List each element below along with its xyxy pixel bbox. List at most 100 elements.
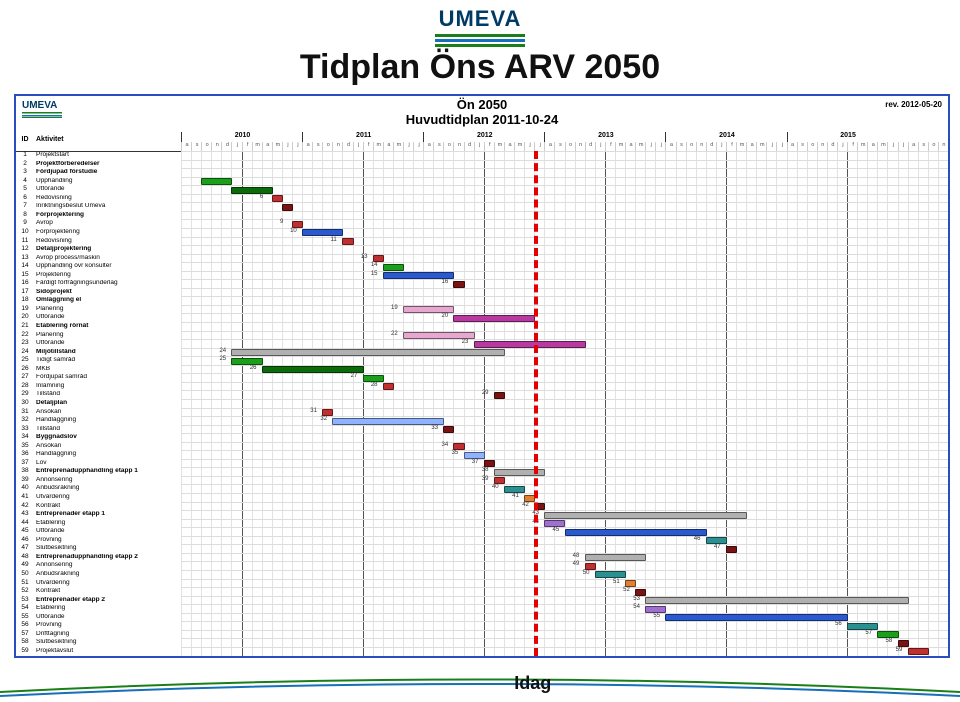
bar-label: 40 bbox=[492, 484, 499, 490]
bar-label: 14 bbox=[371, 262, 378, 268]
task-name: Utvärdering bbox=[36, 580, 179, 587]
task-name: Entreprenadupphandling etapp 2 bbox=[36, 554, 179, 561]
bar-label: 24 bbox=[219, 348, 226, 354]
gantt-bar bbox=[332, 418, 444, 425]
year-header: 2015 bbox=[787, 132, 909, 142]
bar-label: 10 bbox=[290, 228, 297, 234]
timeline-area: 201020112012201320142015asondjfmamjjason… bbox=[181, 132, 948, 656]
bar-label: 20 bbox=[441, 313, 448, 319]
task-name: Miljötillstånd bbox=[36, 349, 179, 356]
task-name: Inlämning bbox=[36, 383, 179, 390]
task-id: 15 bbox=[16, 272, 34, 279]
bar-label: 37 bbox=[472, 459, 479, 465]
gantt-bar bbox=[443, 426, 454, 433]
task-id: 37 bbox=[16, 460, 34, 467]
task-name: Utförande bbox=[36, 186, 179, 193]
task-name: Planering bbox=[36, 306, 179, 313]
bar-label: 31 bbox=[310, 408, 317, 414]
gantt-bar bbox=[877, 631, 898, 638]
task-id: 10 bbox=[16, 229, 34, 236]
gantt-body: ID Aktivitet 1Projektstart2Projektförber… bbox=[16, 132, 948, 656]
gantt-bar bbox=[595, 571, 626, 578]
task-id: 29 bbox=[16, 391, 34, 398]
task-id: 38 bbox=[16, 468, 34, 475]
gantt-bar bbox=[645, 606, 666, 613]
brand-logo: UMEVA bbox=[435, 6, 525, 48]
task-id: 33 bbox=[16, 426, 34, 433]
gantt-bar bbox=[625, 580, 636, 587]
task-id: 28 bbox=[16, 383, 34, 390]
task-id: 32 bbox=[16, 417, 34, 424]
gantt-bar bbox=[322, 409, 333, 416]
task-id: 18 bbox=[16, 297, 34, 304]
task-id: 27 bbox=[16, 374, 34, 381]
gantt-bar bbox=[544, 512, 747, 519]
task-name: Projektförberedelser bbox=[36, 161, 179, 168]
task-name: Förprojektering bbox=[36, 212, 179, 219]
gantt-bar bbox=[504, 486, 525, 493]
gantt-bar bbox=[898, 640, 909, 647]
task-name: Upphandling bbox=[36, 178, 179, 185]
task-id: 2 bbox=[16, 161, 34, 168]
bar-label: 29 bbox=[482, 390, 489, 396]
bar-label: 15 bbox=[371, 271, 378, 277]
gantt-bar bbox=[453, 315, 535, 322]
bar-label: 57 bbox=[865, 630, 872, 636]
task-id: 49 bbox=[16, 562, 34, 569]
task-name: Detaljprojektering bbox=[36, 246, 179, 253]
bar-label: 22 bbox=[391, 331, 398, 337]
task-id: 8 bbox=[16, 212, 34, 219]
bar-label: 54 bbox=[633, 604, 640, 610]
year-header: 2012 bbox=[423, 132, 545, 142]
task-id: 31 bbox=[16, 409, 34, 416]
gantt-bar bbox=[231, 349, 504, 356]
task-name: Tillstånd bbox=[36, 391, 179, 398]
task-name: Annonsering bbox=[36, 477, 179, 484]
task-id: 24 bbox=[16, 349, 34, 356]
task-name: Avrop process/maskin bbox=[36, 255, 179, 262]
task-name: Utförande bbox=[36, 340, 179, 347]
task-name: Utförande bbox=[36, 314, 179, 321]
task-name: Entreprenader etapp 2 bbox=[36, 597, 179, 604]
task-name: Handläggning bbox=[36, 417, 179, 424]
task-id: 57 bbox=[16, 631, 34, 638]
page-title: Tidplan Öns ARV 2050 bbox=[0, 48, 960, 87]
gantt-bar bbox=[363, 375, 384, 382]
task-id: 59 bbox=[16, 648, 34, 655]
gantt-row bbox=[181, 647, 948, 657]
task-name: Redovisning bbox=[36, 195, 179, 202]
revision-label: rev. 2012-05-20 bbox=[885, 100, 942, 109]
gantt-chart: UMEVA rev. 2012-05-20 Ön 2050 Huvudtidpl… bbox=[14, 94, 950, 658]
task-id: 34 bbox=[16, 434, 34, 441]
task-name: Entreprenadupphandling etapp 1 bbox=[36, 468, 179, 475]
gantt-bar bbox=[383, 264, 404, 271]
task-name: Tillstånd bbox=[36, 426, 179, 433]
task-name: Tidigt samråd bbox=[36, 357, 179, 364]
task-name: Drifttagning bbox=[36, 631, 179, 638]
task-name: Anbudsräkning bbox=[36, 571, 179, 578]
bar-label: 27 bbox=[351, 373, 358, 379]
month-header: n bbox=[938, 142, 949, 151]
task-name: Utförande bbox=[36, 528, 179, 535]
task-name: Kontrakt bbox=[36, 588, 179, 595]
bar-label: 26 bbox=[250, 365, 257, 371]
task-name: Etablering bbox=[36, 605, 179, 612]
bar-label: 35 bbox=[452, 450, 459, 456]
task-id: 13 bbox=[16, 255, 34, 262]
task-name: Sidoprojekt bbox=[36, 289, 179, 296]
task-id: 11 bbox=[16, 238, 34, 245]
bar-label: 25 bbox=[219, 356, 226, 362]
gantt-bar bbox=[292, 221, 303, 228]
gantt-bar bbox=[635, 589, 646, 596]
gantt-bar bbox=[453, 443, 464, 450]
task-name: Provning bbox=[36, 537, 179, 544]
gantt-bar bbox=[484, 460, 495, 467]
year-header: 2010 bbox=[181, 132, 303, 142]
bar-label: 49 bbox=[573, 561, 580, 567]
bar-label: 55 bbox=[653, 613, 660, 619]
task-id: 14 bbox=[16, 263, 34, 270]
task-name: Planering bbox=[36, 332, 179, 339]
bar-label: 19 bbox=[391, 305, 398, 311]
task-id: 51 bbox=[16, 580, 34, 587]
chart-corner-logo: UMEVA bbox=[22, 100, 62, 118]
